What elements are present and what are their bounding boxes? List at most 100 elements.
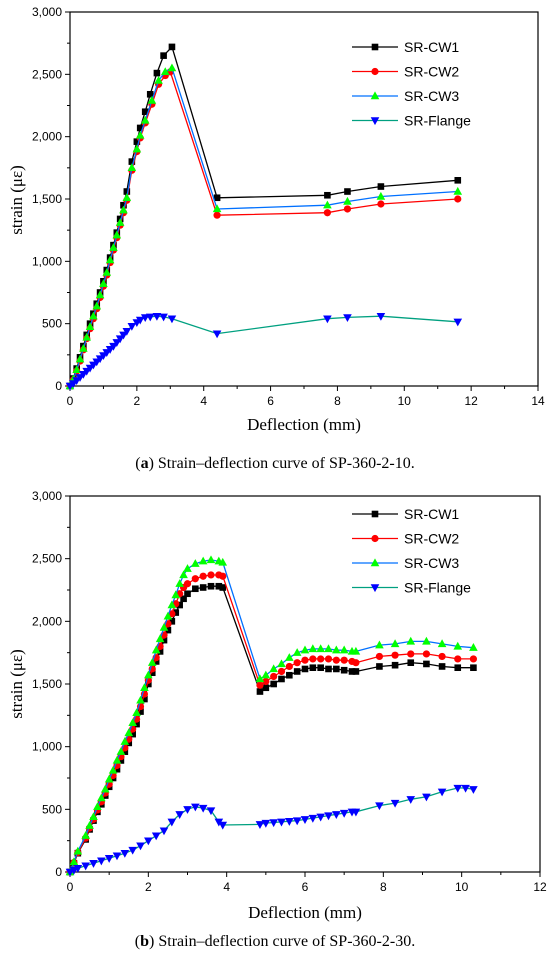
chart-a-series-sr-cw1-point — [344, 188, 351, 195]
chart-a-series-sr-cw1 — [66, 43, 462, 390]
chart-a-series-sr-cw1-line — [69, 45, 458, 387]
chart-b-series-sr-cw3-point — [218, 557, 228, 566]
chart-b-series-sr-cw3-point — [324, 644, 333, 653]
chart-a-series-sr-cw3-point — [135, 130, 145, 139]
chart-b-series-sr-cw1-point — [117, 757, 125, 764]
chart-b-series-sr-cw3-point — [120, 737, 130, 745]
chart-b-series-sr-cw1-point — [219, 584, 227, 591]
chart-b-series-sr-cw1-point — [376, 663, 383, 670]
chart-b-series-sr-cw2-point — [324, 655, 333, 663]
chart-a-series-sr-cw2-point — [454, 195, 462, 203]
chart-b-series-sr-cw1-point — [325, 665, 332, 673]
chart-b-series-sr-cw3-point — [206, 555, 216, 564]
chart-b-series-sr-cw1-point — [438, 663, 446, 670]
chart-b-series-sr-flange-point — [422, 793, 431, 802]
chart-b-series-sr-cw3-point — [93, 802, 102, 811]
chart-b-series-sr-cw1-point — [407, 659, 415, 666]
chart-b-series-sr-cw3-point — [85, 821, 94, 829]
chart-b-series-sr-cw1-point — [309, 664, 317, 672]
chart-b-series-sr-cw3-point — [69, 857, 79, 866]
chart-b-legend-label: SR-CW3 — [404, 555, 459, 571]
chart-a-series-sr-flange-point — [323, 315, 332, 324]
chart-a-x-axis-title: Deflection (mm) — [247, 415, 361, 434]
chart-b-y-tick-label: 1,500 — [32, 677, 62, 691]
chart-a-series-sr-flange-point — [127, 322, 137, 331]
chart-a: 0 2 4 6 8 10 12 14 0 500 1,000 1,500 2,000 2,500 3,000… — [7, 5, 545, 472]
chart-a-series-sr-cw1-point — [160, 52, 167, 59]
chart-b-series-sr-cw3-point — [147, 658, 157, 666]
chart-b-series-sr-cw2-point — [301, 656, 309, 664]
chart-a-x-tick-label: 4 — [200, 394, 207, 408]
chart-b-series-sr-flange-point — [97, 857, 106, 866]
chart-b-series-sr-cw3-point — [116, 747, 126, 755]
chart-a-series-sr-cw1-point — [133, 138, 141, 145]
chart-b-y-tick-label: 2,500 — [32, 552, 62, 566]
chart-b-series-sr-flange-point — [308, 814, 318, 823]
chart-a-series-sr-cw3-point — [127, 163, 137, 172]
chart-b-series-sr-cw3-point — [136, 695, 145, 704]
chart-b-series-sr-cw3-point — [140, 683, 149, 691]
chart-b-series-sr-cw3-point — [108, 765, 118, 774]
chart-b-series-sr-cw3-point — [308, 644, 318, 653]
chart-b-series-sr-flange-point — [89, 860, 98, 868]
chart-b-series-sr-flange-point — [277, 818, 286, 827]
chart-a-series-sr-cw3-point — [105, 255, 115, 264]
chart-a-series-sr-cw3-point — [453, 186, 463, 195]
chart-b-series-sr-cw3-point — [316, 644, 325, 653]
chart-b-series-sr-flange-point — [151, 832, 161, 841]
chart-b-series-sr-cw1-point — [317, 664, 324, 672]
chart-b-series-sr-cw3-point — [422, 636, 431, 645]
chart-b-series-sr-cw3-point — [255, 674, 265, 683]
chart-b-series-sr-flange-point — [390, 799, 400, 808]
chart-a-series-sr-flange-point — [112, 339, 122, 347]
chart-a-series-sr-flange-point — [453, 318, 463, 327]
chart-a-series-sr-cw3-line — [69, 67, 458, 387]
chart-b-series-sr-cw3-point — [112, 755, 122, 764]
chart-a-series-sr-cw3-point — [89, 311, 98, 320]
chart-b-series-sr-cw1-point — [207, 582, 215, 590]
chart-a-series-sr-cw3-point — [109, 243, 118, 251]
chart-a-series-sr-cw3-point — [160, 67, 170, 76]
chart-b-series-sr-cw2-point — [391, 651, 399, 659]
chart-a-y-tick-label: 0 — [55, 379, 62, 393]
chart-a-y-tick-label: 3,000 — [32, 5, 62, 19]
chart-b-series-sr-cw1-point — [470, 664, 477, 672]
chart-a-series-sr-flange-point — [119, 331, 128, 340]
chart-b-series-sr-cw1-point — [270, 680, 277, 688]
chart-b-series-sr-cw1-point — [301, 665, 309, 673]
chart-b-series-sr-cw2-point — [332, 656, 340, 664]
chart-a-series-sr-cw3-point — [102, 267, 112, 276]
chart-b-series-sr-flange-point — [128, 846, 137, 855]
chart-b-series-sr-flange-point — [198, 804, 208, 813]
chart-b-series-sr-cw2-point — [285, 662, 293, 671]
chart-a-series-sr-cw3-point — [115, 218, 125, 226]
chart-b-series-sr-cw1-point — [137, 708, 144, 715]
chart-a-series-sr-cw2-point — [377, 200, 385, 208]
chart-b-series-sr-cw3-point — [175, 579, 184, 587]
chart-a-legend-label: SR-Flange — [404, 113, 471, 129]
chart-a-legend: SR-CW1 SR-CW2 SR-CW3 SR-Flange — [352, 39, 471, 129]
chart-b-series-sr-cw3-point — [183, 564, 192, 572]
chart-b-series-sr-cw2-point — [262, 677, 270, 686]
chart-b-series-sr-flange-point — [104, 855, 114, 863]
chart-b-series-sr-flange-point — [120, 850, 130, 858]
chart-b-series-sr-cw2-point — [293, 659, 301, 667]
chart-b-series-sr-cw1-point — [391, 661, 399, 669]
chart-a-series-sr-cw3-point — [167, 63, 177, 72]
chart-a-series-sr-cw1-point — [136, 124, 144, 132]
chart-b-series-sr-flange-point — [461, 784, 470, 793]
chart-a-series-sr-cw3-point — [343, 196, 352, 205]
chart-a-series-sr-flange-point — [152, 312, 162, 321]
chart-b-series-sr-cw1-point — [141, 695, 148, 703]
chart-b-series-sr-flange-point — [261, 819, 271, 828]
chart-a-series-sr-cw3-point — [140, 115, 150, 124]
chart-a-series-sr-flange-point — [135, 316, 145, 325]
chart-b-series-sr-cw3-point — [277, 659, 286, 668]
chart-a-x-tick-label: 2 — [134, 394, 141, 408]
chart-b-legend-label: SR-CW2 — [404, 531, 459, 547]
chart-b-series-sr-cw1-point — [262, 684, 270, 692]
chart-b-series-sr-cw3-point — [406, 636, 416, 645]
chart-b: 0 2 4 6 8 10 12 0 500 1,000 1,500 2,000 2,500 3,000 De… — [7, 489, 547, 950]
chart-b-series-sr-cw3-point — [167, 600, 177, 609]
chart-a-series-sr-cw1-point — [213, 194, 221, 202]
